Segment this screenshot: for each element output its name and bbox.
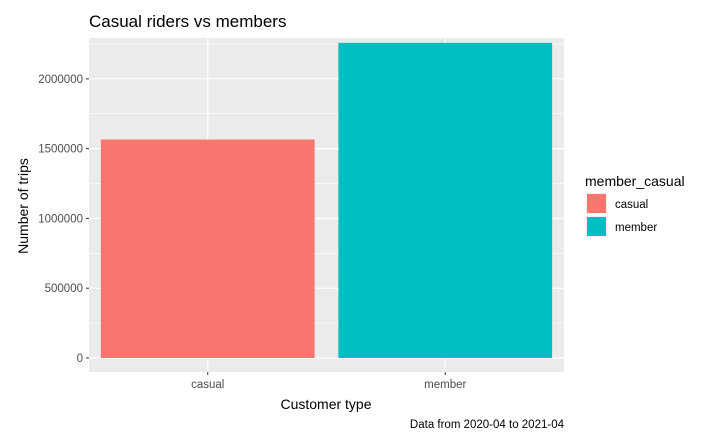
legend-swatch-casual: [587, 194, 606, 213]
legend-title: member_casual: [585, 173, 685, 189]
legend-label-member: member: [615, 222, 657, 234]
legend: member_casual casual member: [585, 173, 685, 237]
y-tick-label: 1500000: [38, 144, 83, 156]
legend-swatch-member: [587, 217, 606, 236]
caption: Data from 2020-04 to 2021-04: [410, 419, 565, 431]
y-tick-label: 1000000: [38, 213, 83, 225]
y-axis: 0 500000 1000000 1500000 2000000: [38, 74, 89, 365]
y-axis-title: Number of trips: [15, 158, 31, 254]
y-tick-label: 0: [77, 353, 83, 365]
bar-casual: [100, 139, 315, 358]
x-tick-label: member: [424, 379, 466, 391]
x-tick-label: casual: [191, 379, 224, 391]
chart-title: Casual riders vs members: [89, 12, 286, 31]
bar-member: [338, 42, 553, 359]
y-tick-label: 500000: [45, 283, 83, 295]
legend-label-casual: casual: [615, 199, 648, 211]
bars: [100, 42, 553, 359]
x-axis-title: Customer type: [280, 396, 371, 412]
x-axis: casual member: [191, 372, 467, 391]
y-tick-label: 2000000: [38, 74, 83, 86]
